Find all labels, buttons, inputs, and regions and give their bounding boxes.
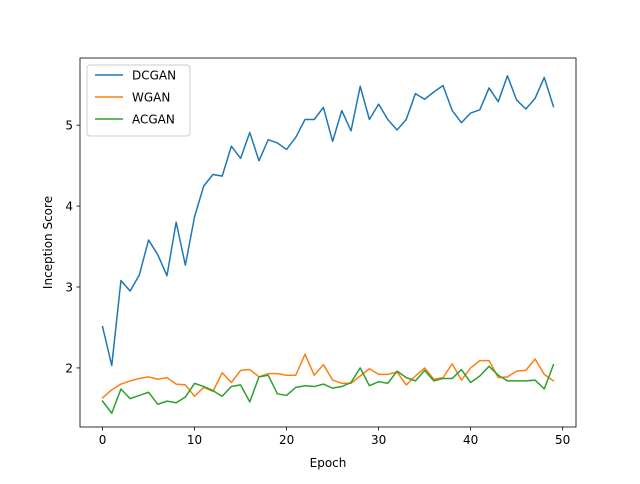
series-line-dcgan [101,75,555,367]
y-tick-label: 3 [65,281,73,295]
legend-label-acgan: ACGAN [132,113,175,127]
x-tick-label: 40 [463,433,478,447]
x-tick-label: 0 [99,433,107,447]
legend: DCGAN WGAN ACGAN [86,64,191,137]
x-tick-label: 50 [555,433,570,447]
tick-layer: 0 10 20 30 40 50 2 3 4 5 [65,119,570,447]
x-tick-label: 10 [187,433,202,447]
y-axis-label: Inception Score [41,196,55,289]
series-layer [101,75,555,414]
series-line-acgan [101,363,555,414]
y-tick-label: 4 [65,200,73,214]
legend-label-dcgan: DCGAN [132,69,176,83]
y-tick-label: 5 [65,119,73,133]
x-axis-label: Epoch [310,456,347,470]
y-tick-label: 2 [65,361,73,375]
plot-frame [79,57,577,428]
series-line-wgan [101,353,555,399]
x-tick-label: 20 [279,433,294,447]
legend-label-wgan: WGAN [132,91,170,105]
x-tick-label: 30 [371,433,386,447]
